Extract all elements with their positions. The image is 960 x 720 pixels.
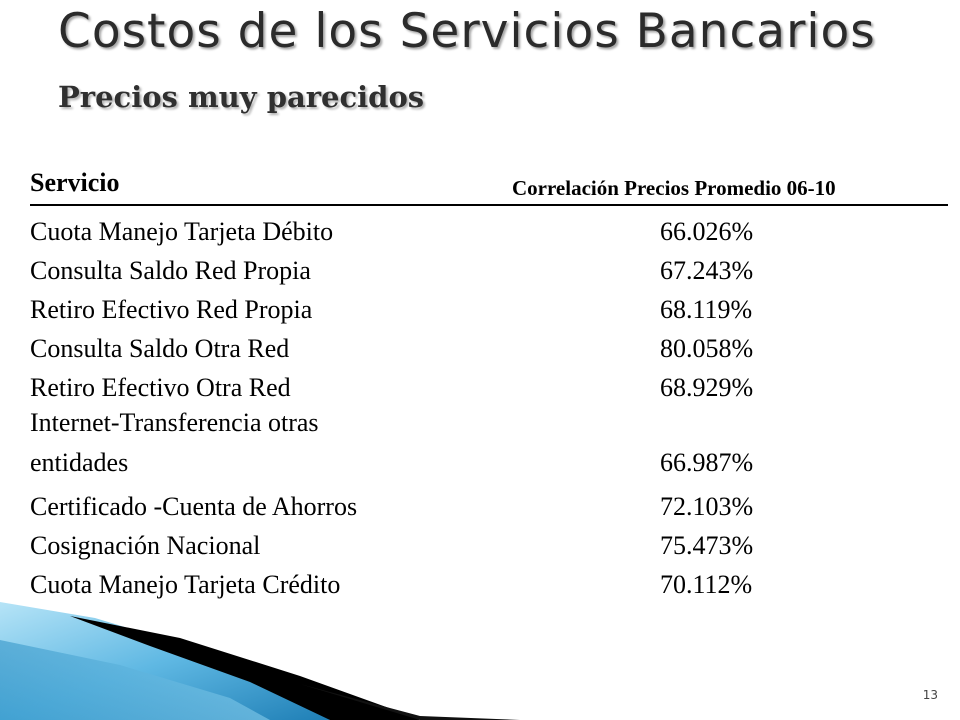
page-number: 13 <box>922 688 938 702</box>
table-row: Internet-Transferencia otras entidades 6… <box>30 403 930 483</box>
correlation-cell: 70.112% <box>660 570 753 599</box>
table-row: Cosignación Nacional 75.473% <box>30 522 930 561</box>
black-swoosh-shape <box>70 616 420 720</box>
table-row: Consulta Saldo Red Propia 67.243% <box>30 247 930 286</box>
table-row: Retiro Efectivo Red Propia 68.119% <box>30 286 930 325</box>
service-cell: Internet-Transferencia otras entidades <box>30 408 319 477</box>
service-cell: Retiro Efectivo Otra Red <box>30 373 291 402</box>
table-row: Consulta Saldo Otra Red 80.058% <box>30 325 930 364</box>
service-cell: Cosignación Nacional <box>30 531 261 560</box>
correlation-cell: 80.058% <box>660 334 754 363</box>
service-cell: Consulta Saldo Otra Red <box>30 334 290 363</box>
service-cell: Cuota Manejo Tarjeta Débito <box>30 217 334 246</box>
table-row: Cuota Manejo Tarjeta Débito 66.026% <box>30 208 930 247</box>
service-cell: Consulta Saldo Red Propia <box>30 256 311 285</box>
correlation-cell: 68.929% <box>660 373 754 402</box>
header-correlation: Correlación Precios Promedio 06-10 <box>512 176 836 200</box>
correlation-cell: 66.987% <box>660 448 754 477</box>
slide-subtitle: Precios muy parecidos <box>58 80 425 114</box>
service-cell: Retiro Efectivo Red Propia <box>30 295 313 324</box>
table-row: Cuota Manejo Tarjeta Crédito 70.112% <box>30 561 930 600</box>
table-row: Retiro Efectivo Otra Red 68.929% <box>30 364 930 403</box>
correlation-cell: 67.243% <box>660 256 754 285</box>
table-row: Certificado -Cuenta de Ahorros 72.103% <box>30 483 930 522</box>
correlation-cell: 66.026% <box>660 217 754 246</box>
service-cell: Certificado -Cuenta de Ahorros <box>30 492 358 521</box>
correlation-cell: 75.473% <box>660 531 754 560</box>
table-header: Servicio Correlación Precios Promedio 06… <box>30 168 948 206</box>
header-service: Servicio <box>30 168 120 197</box>
correlation-cell: 72.103% <box>660 492 754 521</box>
table-body: Cuota Manejo Tarjeta Débito 66.026% Cons… <box>30 208 930 600</box>
slide-title: Costos de los Servicios Bancarios <box>58 4 876 59</box>
blue-swoosh-highlight <box>0 640 270 720</box>
correlation-cell: 68.119% <box>660 295 753 324</box>
decorative-swoosh <box>0 602 520 720</box>
service-cell: Cuota Manejo Tarjeta Crédito <box>30 570 341 599</box>
